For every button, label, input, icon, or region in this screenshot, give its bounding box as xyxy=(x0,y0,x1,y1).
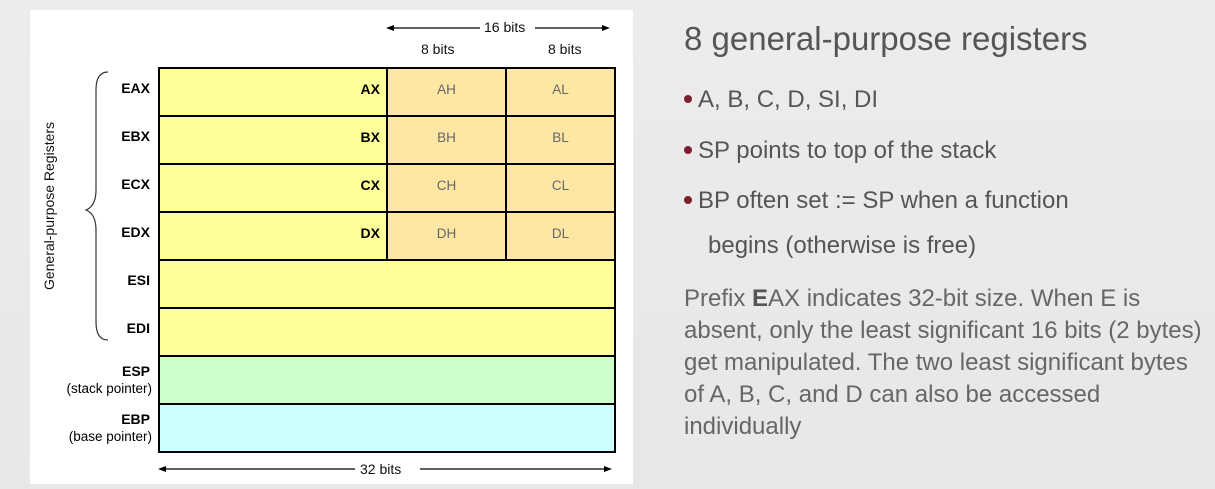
register-ebp-cell xyxy=(158,403,616,453)
general-purpose-registers-label: General-purpose Registers xyxy=(41,121,57,291)
register-dl-label: DL xyxy=(551,226,570,241)
register-edi-cell xyxy=(158,307,616,357)
register-esp-note: (stack pointer) xyxy=(66,381,152,396)
register-ax-label: AX xyxy=(360,81,380,97)
register-esp-label: ESP xyxy=(121,363,150,379)
register-esi-label: ESI xyxy=(127,272,150,288)
arrow-32-right-head xyxy=(604,466,612,472)
label-32-bits: 32 bits xyxy=(360,461,402,477)
arrow-32-left-head xyxy=(158,466,166,472)
register-dx-label: DX xyxy=(360,225,380,241)
arrow-16-left-head xyxy=(386,25,394,31)
bullet-3-continued: begins (otherwise is free) xyxy=(708,232,977,259)
register-dh-label: DH xyxy=(436,226,457,241)
register-bl-label: BL xyxy=(552,130,569,145)
register-edi-label: EDI xyxy=(126,320,150,336)
slide-heading: 8 general-purpose registers xyxy=(684,20,1088,57)
register-bx-label: BX xyxy=(360,129,380,145)
arrow-16-right-head xyxy=(602,25,610,31)
bullet-2: SP points to top of the stack xyxy=(684,137,996,165)
prefix-paragraph: Prefix EAX indicates 32-bit size. When E… xyxy=(684,283,1204,443)
register-cl-label: CL xyxy=(551,178,570,193)
register-ebp-label: EBP xyxy=(121,411,150,427)
register-ebp-note: (base pointer) xyxy=(68,429,152,444)
register-ch-label: CH xyxy=(436,178,457,193)
register-bh-cell xyxy=(386,115,507,165)
para-prefix: Prefix xyxy=(684,285,753,312)
register-eax-label: EAX xyxy=(121,80,150,96)
label-16-bits: 16 bits xyxy=(484,19,526,35)
bullet-dot xyxy=(684,145,692,154)
bullet-dot xyxy=(684,94,692,103)
bullet-3-text: BP often set := SP when a function xyxy=(698,187,1069,214)
register-ah-label: AH xyxy=(437,82,456,97)
label-8-bits-high: 8 bits xyxy=(421,41,455,57)
register-cx-label: CX xyxy=(360,177,380,193)
bullet-2-text: SP points to top of the stack xyxy=(698,137,997,164)
register-edx-label: EDX xyxy=(121,224,150,240)
register-ecx-label: ECX xyxy=(121,176,150,192)
diagram-lines xyxy=(84,25,612,472)
register-bh-label: BH xyxy=(437,130,456,145)
register-dl-cell xyxy=(505,211,616,261)
register-esi-cell xyxy=(158,259,616,309)
register-esp-cell xyxy=(158,355,616,405)
bullet-3: BP often set := SP when a function xyxy=(684,187,1069,215)
label-8-bits-low: 8 bits xyxy=(548,41,582,57)
group-brace xyxy=(84,71,109,341)
bullet-dot xyxy=(684,195,692,204)
para-bold-e: E xyxy=(752,285,769,312)
bullet-1: A, B, C, D, SI, DI xyxy=(684,86,878,114)
register-ebx-label: EBX xyxy=(121,128,150,144)
para-rest: AX indicates 32-bit size. When E is abse… xyxy=(684,285,1202,440)
bullet-1-text: A, B, C, D, SI, DI xyxy=(698,86,879,113)
register-al-label: AL xyxy=(552,82,569,97)
